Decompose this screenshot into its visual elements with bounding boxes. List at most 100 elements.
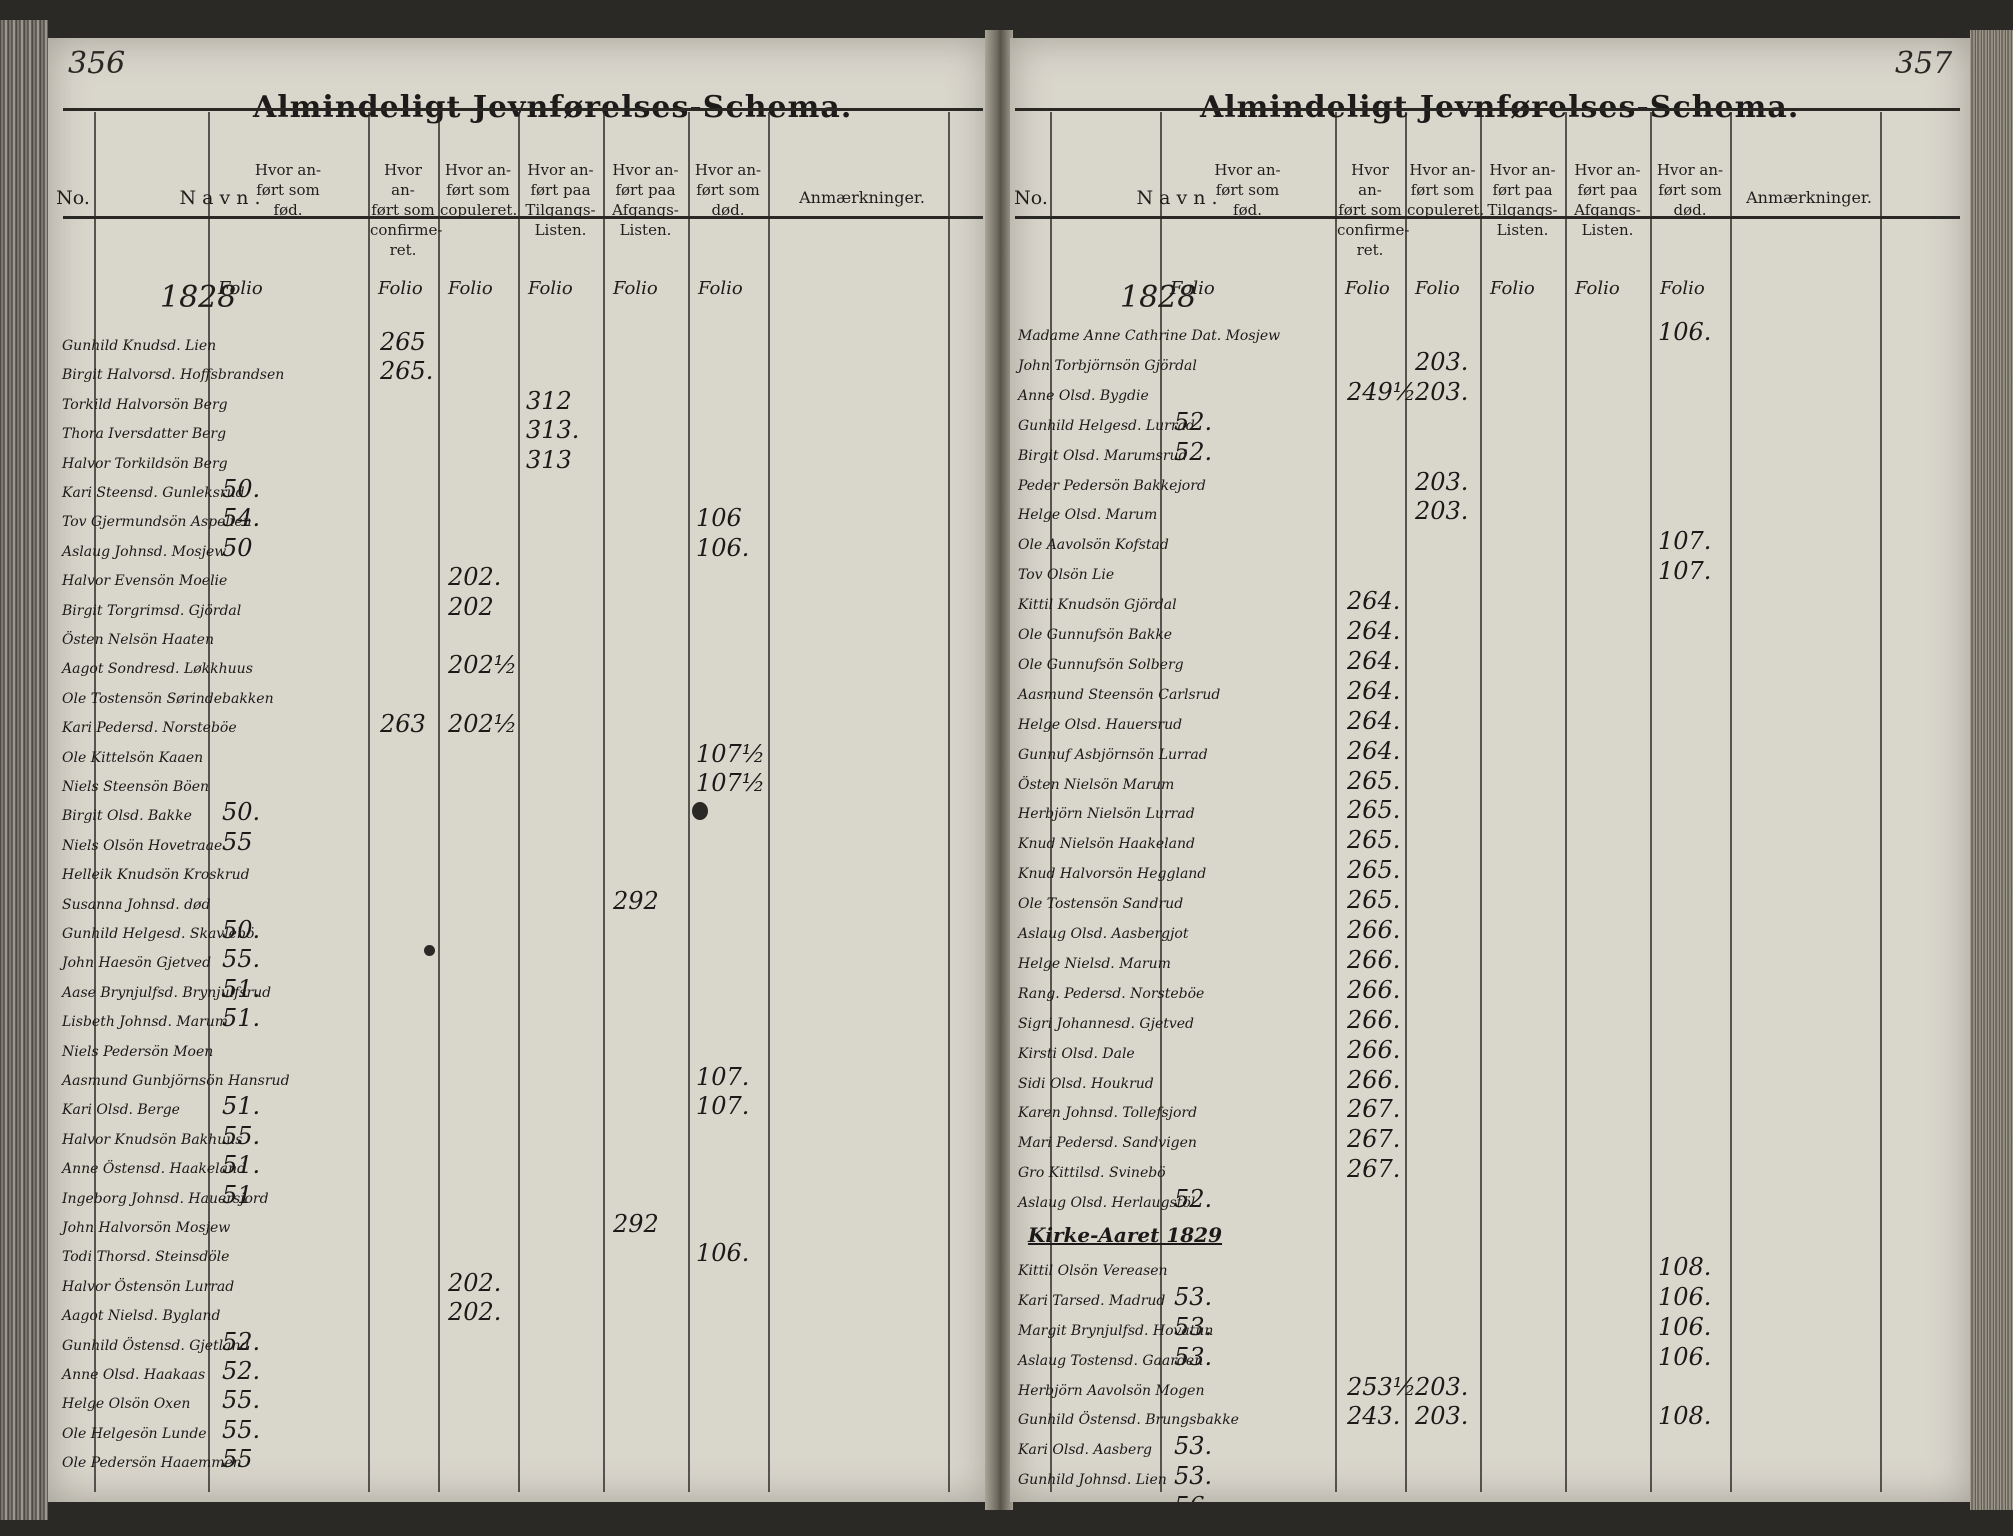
ledger-row-cp-value: 203.	[1415, 467, 1469, 496]
ledger-row-cp-value: 202½	[448, 651, 518, 680]
ledger-row-name: Birgit Halvorsd. Hoffsbrandsen	[62, 367, 285, 384]
ledger-row-name: Ole Pedersön Haaemmen	[62, 1455, 242, 1472]
ledger-row-1829-name: Kari Tarsed. Madrud	[1018, 1292, 1166, 1309]
ledger-row-name: Knud Nielsön Haakeland	[1018, 836, 1195, 853]
header-top-rule	[63, 108, 983, 111]
ledger-row-name: Helleik Knudsön Kroskrud	[62, 867, 250, 884]
header-navn: Navn.	[1136, 187, 1224, 209]
ledger-row-name: Tov Olsön Lie	[1018, 567, 1115, 584]
section-kirke-aaret-1829: Kirke-Aaret 1829	[1028, 1223, 1223, 1247]
ledger-row-f-value: 50.	[222, 916, 261, 944]
ledger-row-1829-d-value: 106.	[1658, 1282, 1712, 1311]
ledger-row-1829-d-value: 106.	[1658, 1342, 1712, 1371]
ledger-row-name: Halvor Evensön Moelie	[62, 573, 228, 590]
header-bottom-rule	[63, 216, 983, 219]
ledger-row-c-value: 263	[380, 710, 426, 739]
column-line	[603, 112, 605, 1492]
ledger-row-cp-value: 203.	[1415, 497, 1469, 526]
ledger-row-name: Östen Nelsön Haaten	[62, 632, 214, 648]
column-line	[768, 112, 770, 1492]
folio-label: Folio	[1660, 278, 1705, 299]
header-fodt: Hvor an- ført som fød.	[254, 161, 322, 219]
column-line	[94, 112, 96, 1492]
ledger-row-name: Madame Anne Cathrine Dat. Mosjew	[1018, 328, 1281, 344]
ledger-row-name: Ole Helgesön Lunde	[62, 1425, 207, 1442]
ledger-row-f-value: 52.	[1174, 1185, 1213, 1214]
header-confirmeret: Hvor an- ført som confirme- ret.	[370, 161, 443, 259]
folio-label: Folio	[1345, 278, 1390, 299]
ledger-row-1829-d-value: 108.	[1658, 1402, 1712, 1431]
header-anmaerkninger: Anmærkninger.	[799, 188, 925, 207]
column-line	[1565, 112, 1567, 1492]
ledger-row-name: Todi Thorsd. Steinsdöle	[62, 1249, 230, 1266]
ledger-row-cp-value: 202	[448, 592, 494, 621]
ledger-row-d-value: 107.	[1658, 527, 1712, 556]
column-line	[518, 112, 520, 1492]
folio-label: Folio	[1490, 278, 1535, 299]
header-navn: Navn.	[179, 187, 267, 209]
ledger-row-1829-d-value: 108.	[1658, 1252, 1712, 1281]
ledger-row-f-value: 50.	[222, 798, 261, 827]
column-line	[1880, 112, 1882, 1492]
column-line	[688, 112, 690, 1492]
header-tilgang: Hvor an- ført paa Tilgangs- Listen.	[525, 161, 596, 239]
ledger-row-name: Ingeborg Johnsd. Hauersjord	[62, 1190, 269, 1207]
page-title: Almindeligt Jevnførelses-Schema.	[1200, 90, 1800, 125]
ledger-row-name: Ole Gunnufsön Solberg	[1018, 656, 1184, 673]
ledger-row-1829-d-value: 106.	[1658, 1312, 1712, 1341]
folio-label: Folio	[1170, 278, 1215, 299]
ledger-row-d-value: 106.	[696, 1239, 750, 1268]
ledger-row-name: Sidi Olsd. Houkrud	[1018, 1075, 1154, 1092]
ledger-row-name: Aase Brynjulfsd. Brynjulfsrud	[62, 984, 272, 1001]
ledger-row-c-value: 264.	[1347, 736, 1401, 765]
ledger-row-f-value: 51.	[222, 1092, 261, 1121]
ledger-row-name: Birgit Olsd. Marumsrud	[1018, 447, 1188, 464]
column-line	[1050, 112, 1052, 1492]
book-spine	[985, 30, 1013, 1510]
ledger-row-f-value: 52.	[1174, 407, 1213, 436]
column-line	[1650, 112, 1652, 1492]
ledger-row-name: Niels Pedersön Moen	[62, 1043, 214, 1060]
ledger-row-name: Kari Pedersd. Norsteböe	[62, 720, 237, 737]
ledger-row-1829-c-value: 253½	[1347, 1372, 1417, 1401]
ledger-row-f-value: 51.	[222, 1004, 261, 1033]
ledger-row-f-value: 50	[222, 533, 253, 562]
ledger-row-c-value: 249½	[1347, 377, 1417, 406]
ledger-row-name: Kari Steensd. Gunleksrud	[62, 485, 245, 501]
ledger-row-c-value: 266.	[1347, 1035, 1401, 1064]
right-page: Almindeligt Jevnførelses-Schema. 357 No. Na…	[1010, 38, 1970, 1502]
ledger-row-name: Gunnuf Asbjörnsön Lurrad	[1018, 746, 1208, 763]
ledger-row-t-value: 312	[526, 386, 572, 415]
ledger-row-name: Sigri Johannesd. Gjetved	[1018, 1015, 1195, 1032]
ledger-row-name: Susanna Johnsd. død	[62, 896, 211, 913]
ledger-row-cp-value: 202.	[448, 1298, 502, 1327]
header-copuleret: Hvor an- ført som copuleret.	[440, 161, 518, 219]
ledger-row-name: Halvor Torkildsön Berg	[62, 455, 228, 472]
column-line	[1335, 112, 1337, 1492]
ledger-row-1829-name: Aslaug Tostensd. Gaarden	[1018, 1352, 1204, 1369]
ledger-row-1829-f-value: 56.	[1174, 1492, 1212, 1502]
folio-label: Folio	[613, 278, 658, 299]
ledger-row-c-value: 267.	[1347, 1125, 1401, 1154]
header-afgang: Hvor an- ført paa Afgangs- Listen.	[612, 161, 679, 239]
header-no: No.	[56, 187, 90, 209]
ledger-row-name: Halvor Knudsön Bakhuus	[62, 1131, 243, 1148]
ledger-row-c-value: 264.	[1347, 587, 1401, 616]
ledger-row-1829-name: Kari Olsd. Aasberg	[1018, 1442, 1152, 1459]
ledger-row-c-value: 265.	[1347, 796, 1401, 825]
column-line	[1405, 112, 1407, 1492]
ledger-row-name: Thora Iversdatter Berg	[62, 426, 227, 443]
ledger-row-name: John Torbjörnsön Gjördal	[1018, 357, 1197, 374]
ledger-row-c-value: 264.	[1347, 617, 1401, 645]
year-label: 1828	[1120, 280, 1197, 315]
ledger-row-d-value: 107.	[1658, 557, 1712, 586]
ledger-row-c-value: 264.	[1347, 706, 1401, 735]
ledger-row-name: Anne Östensd. Haakeland	[62, 1161, 246, 1178]
ledger-row-name: John Haesön Gjetved	[62, 955, 212, 972]
column-line	[208, 112, 210, 1492]
ledger-row-f-value: 52.	[222, 1357, 261, 1385]
page-number: 357	[1895, 46, 1953, 81]
ledger-row-name: Gro Kittilsd. Svinebö	[1018, 1165, 1166, 1182]
right-page-edges	[1970, 30, 2013, 1510]
